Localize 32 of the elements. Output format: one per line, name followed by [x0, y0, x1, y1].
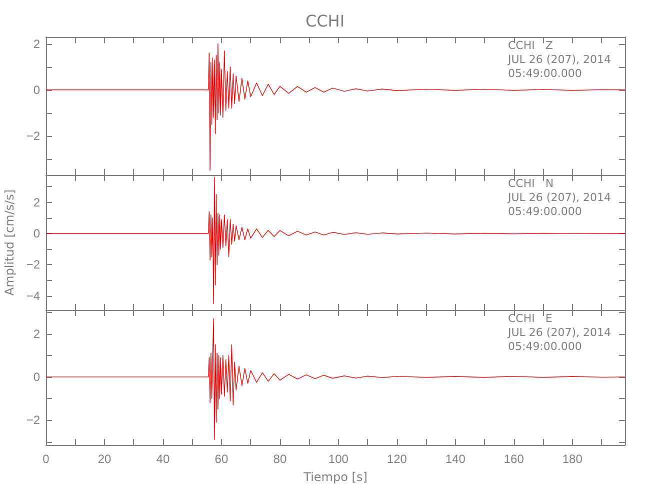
- y-tick-label: −2: [26, 128, 40, 143]
- x-tick-label: 80: [273, 452, 287, 466]
- y-tick-label: 2: [33, 36, 40, 51]
- annotation: CCHI Z: [508, 39, 554, 52]
- y-tick-label: 0: [33, 82, 40, 97]
- y-tick-label: 0: [33, 370, 40, 384]
- x-tick-label: 180: [562, 452, 583, 466]
- x-tick-label: 120: [386, 452, 408, 466]
- y-tick-label: 2: [33, 326, 40, 341]
- annotation: JUL 26 (207), 2014: [507, 53, 611, 66]
- x-tick-label: 0: [42, 452, 50, 466]
- annotation: JUL 26 (207), 2014: [507, 326, 611, 339]
- x-tick-label: 60: [214, 452, 228, 466]
- x-tick-label: 140: [445, 452, 466, 466]
- y-tick-label: 0: [33, 226, 40, 241]
- y-tick-label: −4: [26, 288, 40, 303]
- x-axis-title: Tiempo [s]: [302, 470, 368, 484]
- annotation: 05:49:00.000: [508, 205, 582, 218]
- x-tick-label: 20: [98, 452, 112, 466]
- x-tick-label: 160: [504, 452, 524, 466]
- x-tick-label: 40: [156, 452, 170, 466]
- chart-title: CCHI: [305, 12, 345, 30]
- annotation: CCHI N: [508, 177, 554, 190]
- y-tick-label: −2: [26, 258, 40, 272]
- annotation: JUL 26 (207), 2014: [507, 191, 611, 204]
- y-tick-label: −2: [26, 413, 40, 428]
- y-axis-title: Amplitud [cm/s/s]: [2, 189, 16, 296]
- annotation: CCHI E: [508, 312, 552, 325]
- y-tick-label: 2: [33, 195, 40, 210]
- x-tick-label: 100: [328, 452, 349, 466]
- annotation: 05:49:00.000: [508, 340, 582, 353]
- annotation: 05:49:00.000: [508, 67, 582, 80]
